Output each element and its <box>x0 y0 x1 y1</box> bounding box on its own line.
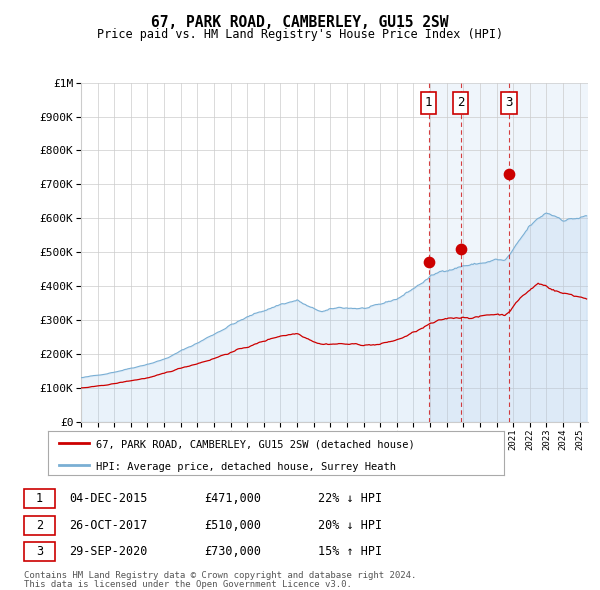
Text: £471,000: £471,000 <box>204 492 261 505</box>
Text: 1: 1 <box>425 96 433 110</box>
Text: 67, PARK ROAD, CAMBERLEY, GU15 2SW (detached house): 67, PARK ROAD, CAMBERLEY, GU15 2SW (deta… <box>96 440 415 450</box>
Text: £730,000: £730,000 <box>204 545 261 558</box>
Text: This data is licensed under the Open Government Licence v3.0.: This data is licensed under the Open Gov… <box>24 579 352 589</box>
Text: 67, PARK ROAD, CAMBERLEY, GU15 2SW: 67, PARK ROAD, CAMBERLEY, GU15 2SW <box>151 15 449 30</box>
Text: Price paid vs. HM Land Registry's House Price Index (HPI): Price paid vs. HM Land Registry's House … <box>97 28 503 41</box>
Text: 29-SEP-2020: 29-SEP-2020 <box>69 545 148 558</box>
Text: 22% ↓ HPI: 22% ↓ HPI <box>318 492 382 505</box>
Text: 1: 1 <box>36 492 43 505</box>
Point <box>456 244 466 254</box>
Text: 04-DEC-2015: 04-DEC-2015 <box>69 492 148 505</box>
Text: 2: 2 <box>36 519 43 532</box>
Text: 15% ↑ HPI: 15% ↑ HPI <box>318 545 382 558</box>
Point <box>424 257 434 267</box>
Text: 3: 3 <box>36 545 43 558</box>
Text: 2: 2 <box>457 96 464 110</box>
Point <box>504 169 514 179</box>
Text: 3: 3 <box>505 96 513 110</box>
Text: 20% ↓ HPI: 20% ↓ HPI <box>318 519 382 532</box>
FancyBboxPatch shape <box>421 92 436 114</box>
Text: Contains HM Land Registry data © Crown copyright and database right 2024.: Contains HM Land Registry data © Crown c… <box>24 571 416 580</box>
Text: 26-OCT-2017: 26-OCT-2017 <box>69 519 148 532</box>
FancyBboxPatch shape <box>502 92 517 114</box>
Text: HPI: Average price, detached house, Surrey Heath: HPI: Average price, detached house, Surr… <box>96 462 396 472</box>
FancyBboxPatch shape <box>453 92 468 114</box>
Text: £510,000: £510,000 <box>204 519 261 532</box>
Bar <box>429 83 588 422</box>
